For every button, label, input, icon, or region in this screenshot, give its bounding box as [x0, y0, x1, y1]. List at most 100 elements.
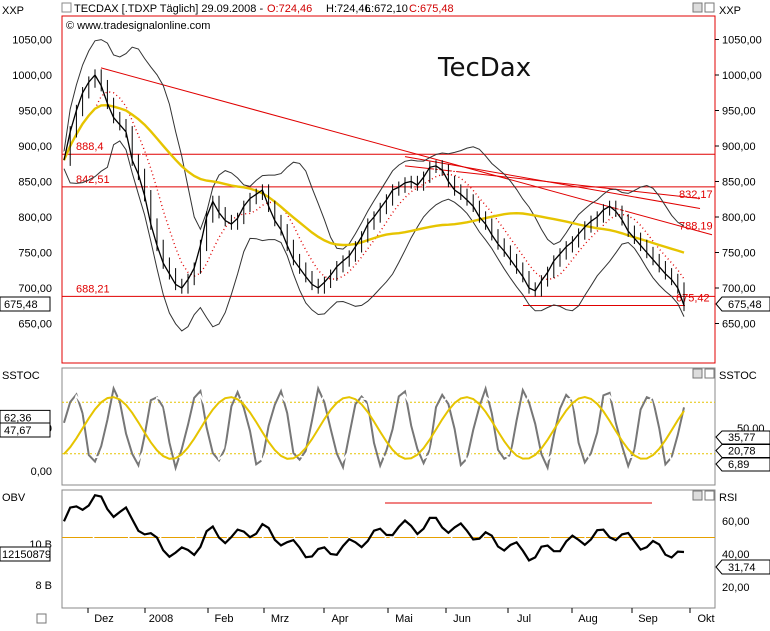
header-low: L:672,10 [365, 3, 408, 15]
stoch-value-box-right: 20,78 [715, 444, 770, 458]
price-y-tick-left: 1050,00 [12, 35, 52, 47]
x-axis-tick-label: Mai [395, 613, 413, 625]
obv-panel-minimize-button[interactable] [692, 490, 703, 501]
x-axis-tick-label: Mrz [271, 613, 289, 625]
stoch-panel-minimize-button[interactable] [692, 368, 703, 379]
header-open: O:724,46 [267, 3, 312, 15]
horizontal-level-label: 842,51 [76, 174, 110, 186]
stoch-axis-label-left: SSTOC [2, 370, 40, 382]
horizontal-level-label: 888,4 [76, 141, 104, 153]
price-y-tick-left: 1000,00 [12, 70, 52, 82]
stoch-value-box-right: 35,77 [715, 430, 770, 445]
stoch-value-text: 47,67 [4, 425, 32, 437]
header-symbol: TECDAX [.TDXP Täglich] 29.09.2008 - [74, 3, 263, 15]
rsi-value-box [715, 559, 770, 575]
obv-series [62, 493, 715, 581]
obv-axis-label-left: OBV [2, 492, 26, 504]
stoch-value-box-left: 47,67 [0, 422, 51, 438]
svg-text:675,48: 675,48 [4, 299, 38, 311]
rsi-y-tick-right: 40,00 [722, 549, 750, 561]
last-price-marker-right: 675,48 [715, 296, 770, 312]
price-panel-frame [61, 15, 716, 364]
last-price-marker-left: 675,48 [0, 296, 51, 312]
obv-axis-label-right: RSI [719, 492, 737, 504]
price-y-tick-right: 1050,00 [722, 35, 762, 47]
trendline-label: 788,19 [679, 220, 713, 232]
x-axis-tick-label: Sep [638, 613, 658, 625]
price-axis-label-right: XXP [719, 5, 741, 17]
rsi-y-tick-right: 60,00 [722, 516, 750, 528]
x-axis-tick-label: Aug [578, 613, 598, 625]
obv-value-text: 12150879 [2, 549, 51, 561]
obv-value-box-left: 12150879 [0, 546, 51, 562]
obv-y-tick-left: 8 B [35, 580, 52, 592]
rsi-y-tick-right: 20,00 [722, 582, 750, 594]
stoch-value-box [715, 444, 770, 458]
stoch-value-box [715, 430, 770, 445]
stoch-axis-label-right: SSTOC [719, 370, 757, 382]
price-y-tick-left: 850,00 [18, 177, 52, 189]
obv-panel-frame [61, 489, 716, 609]
price-y-tick-left: 700,00 [18, 283, 52, 295]
stoch-panel-frame [61, 367, 716, 486]
slow-moving-average [62, 103, 685, 254]
price-panel-minimize-button[interactable] [692, 2, 703, 13]
dotted-moving-average [63, 90, 685, 281]
price-y-tick-left: 750,00 [18, 248, 52, 260]
trendline-label: 832,17 [679, 189, 713, 201]
obv-panel-close-button[interactable] [704, 490, 715, 501]
price-y-tick-left: 950,00 [18, 106, 52, 118]
down-trendline [404, 165, 701, 200]
x-axis-tick-label: Jun [453, 613, 471, 625]
close-price-line [63, 73, 685, 306]
bollinger-lower-band [63, 140, 685, 332]
header-high: H:724,46 [326, 3, 371, 15]
obv-line [62, 493, 685, 562]
stoch-panel-close-button[interactable] [704, 368, 715, 379]
stoch-value-box [0, 422, 51, 438]
stoch-value-box-left: 62,36 [0, 409, 51, 425]
copyright-text: © www.tradesignalonline.com [66, 20, 210, 32]
stoch-k-line [63, 385, 685, 472]
price-y-tick-right: 850,00 [722, 177, 756, 189]
x-axis-tick-label: Okt [697, 613, 714, 625]
stoch-y-tick-left: 0,00 [31, 466, 52, 478]
x-axis: Dez 2008 Feb Mrz Apr Mai Jun Jul Aug Sep Okt [87, 608, 715, 625]
price-y-tick-right: 950,00 [722, 106, 756, 118]
price-panel-close-button[interactable] [704, 2, 715, 13]
obv-value-box [0, 546, 51, 562]
envelope-line [64, 73, 685, 293]
stoch-value-box [715, 457, 770, 472]
price-y-tick-right: 1000,00 [722, 70, 762, 82]
x-axis-tick-label: Jul [517, 613, 531, 625]
rsi-value-box-right: 31,74 [715, 559, 770, 575]
watermark-title: TecDax [437, 53, 531, 83]
price-y-tick-right: 800,00 [722, 212, 756, 224]
price-axis-label-left: XXP [2, 5, 24, 17]
scroll-left-button[interactable] [36, 613, 47, 624]
stoch-value-text: 35,77 [728, 432, 756, 444]
bollinger-upper-band [63, 39, 685, 250]
price-y-tick-right: 750,00 [722, 248, 756, 260]
price-y-tick-left: 650,00 [18, 319, 52, 331]
rsi-line [63, 504, 685, 581]
stoch-slow-line [63, 395, 685, 460]
stoch-value-box-right: 6,89 [715, 457, 770, 472]
header-checkbox[interactable] [61, 2, 72, 13]
stoch-value-text: 20,78 [728, 446, 756, 458]
x-axis-tick-label: Apr [331, 613, 348, 625]
price-y-tick-left: 900,00 [18, 141, 52, 153]
x-axis-tick-label: 2008 [149, 613, 173, 625]
stoch-series [62, 385, 715, 472]
price-y-tick-right: 700,00 [722, 283, 756, 295]
stoch-value-text: 62,36 [4, 412, 32, 424]
stoch-d-line [63, 393, 685, 463]
stoch-value-text: 6,89 [728, 459, 749, 471]
horizontal-level-label: 688,21 [76, 283, 110, 295]
svg-text:675,48: 675,48 [728, 299, 762, 311]
price-y-tick-left: 800,00 [18, 212, 52, 224]
